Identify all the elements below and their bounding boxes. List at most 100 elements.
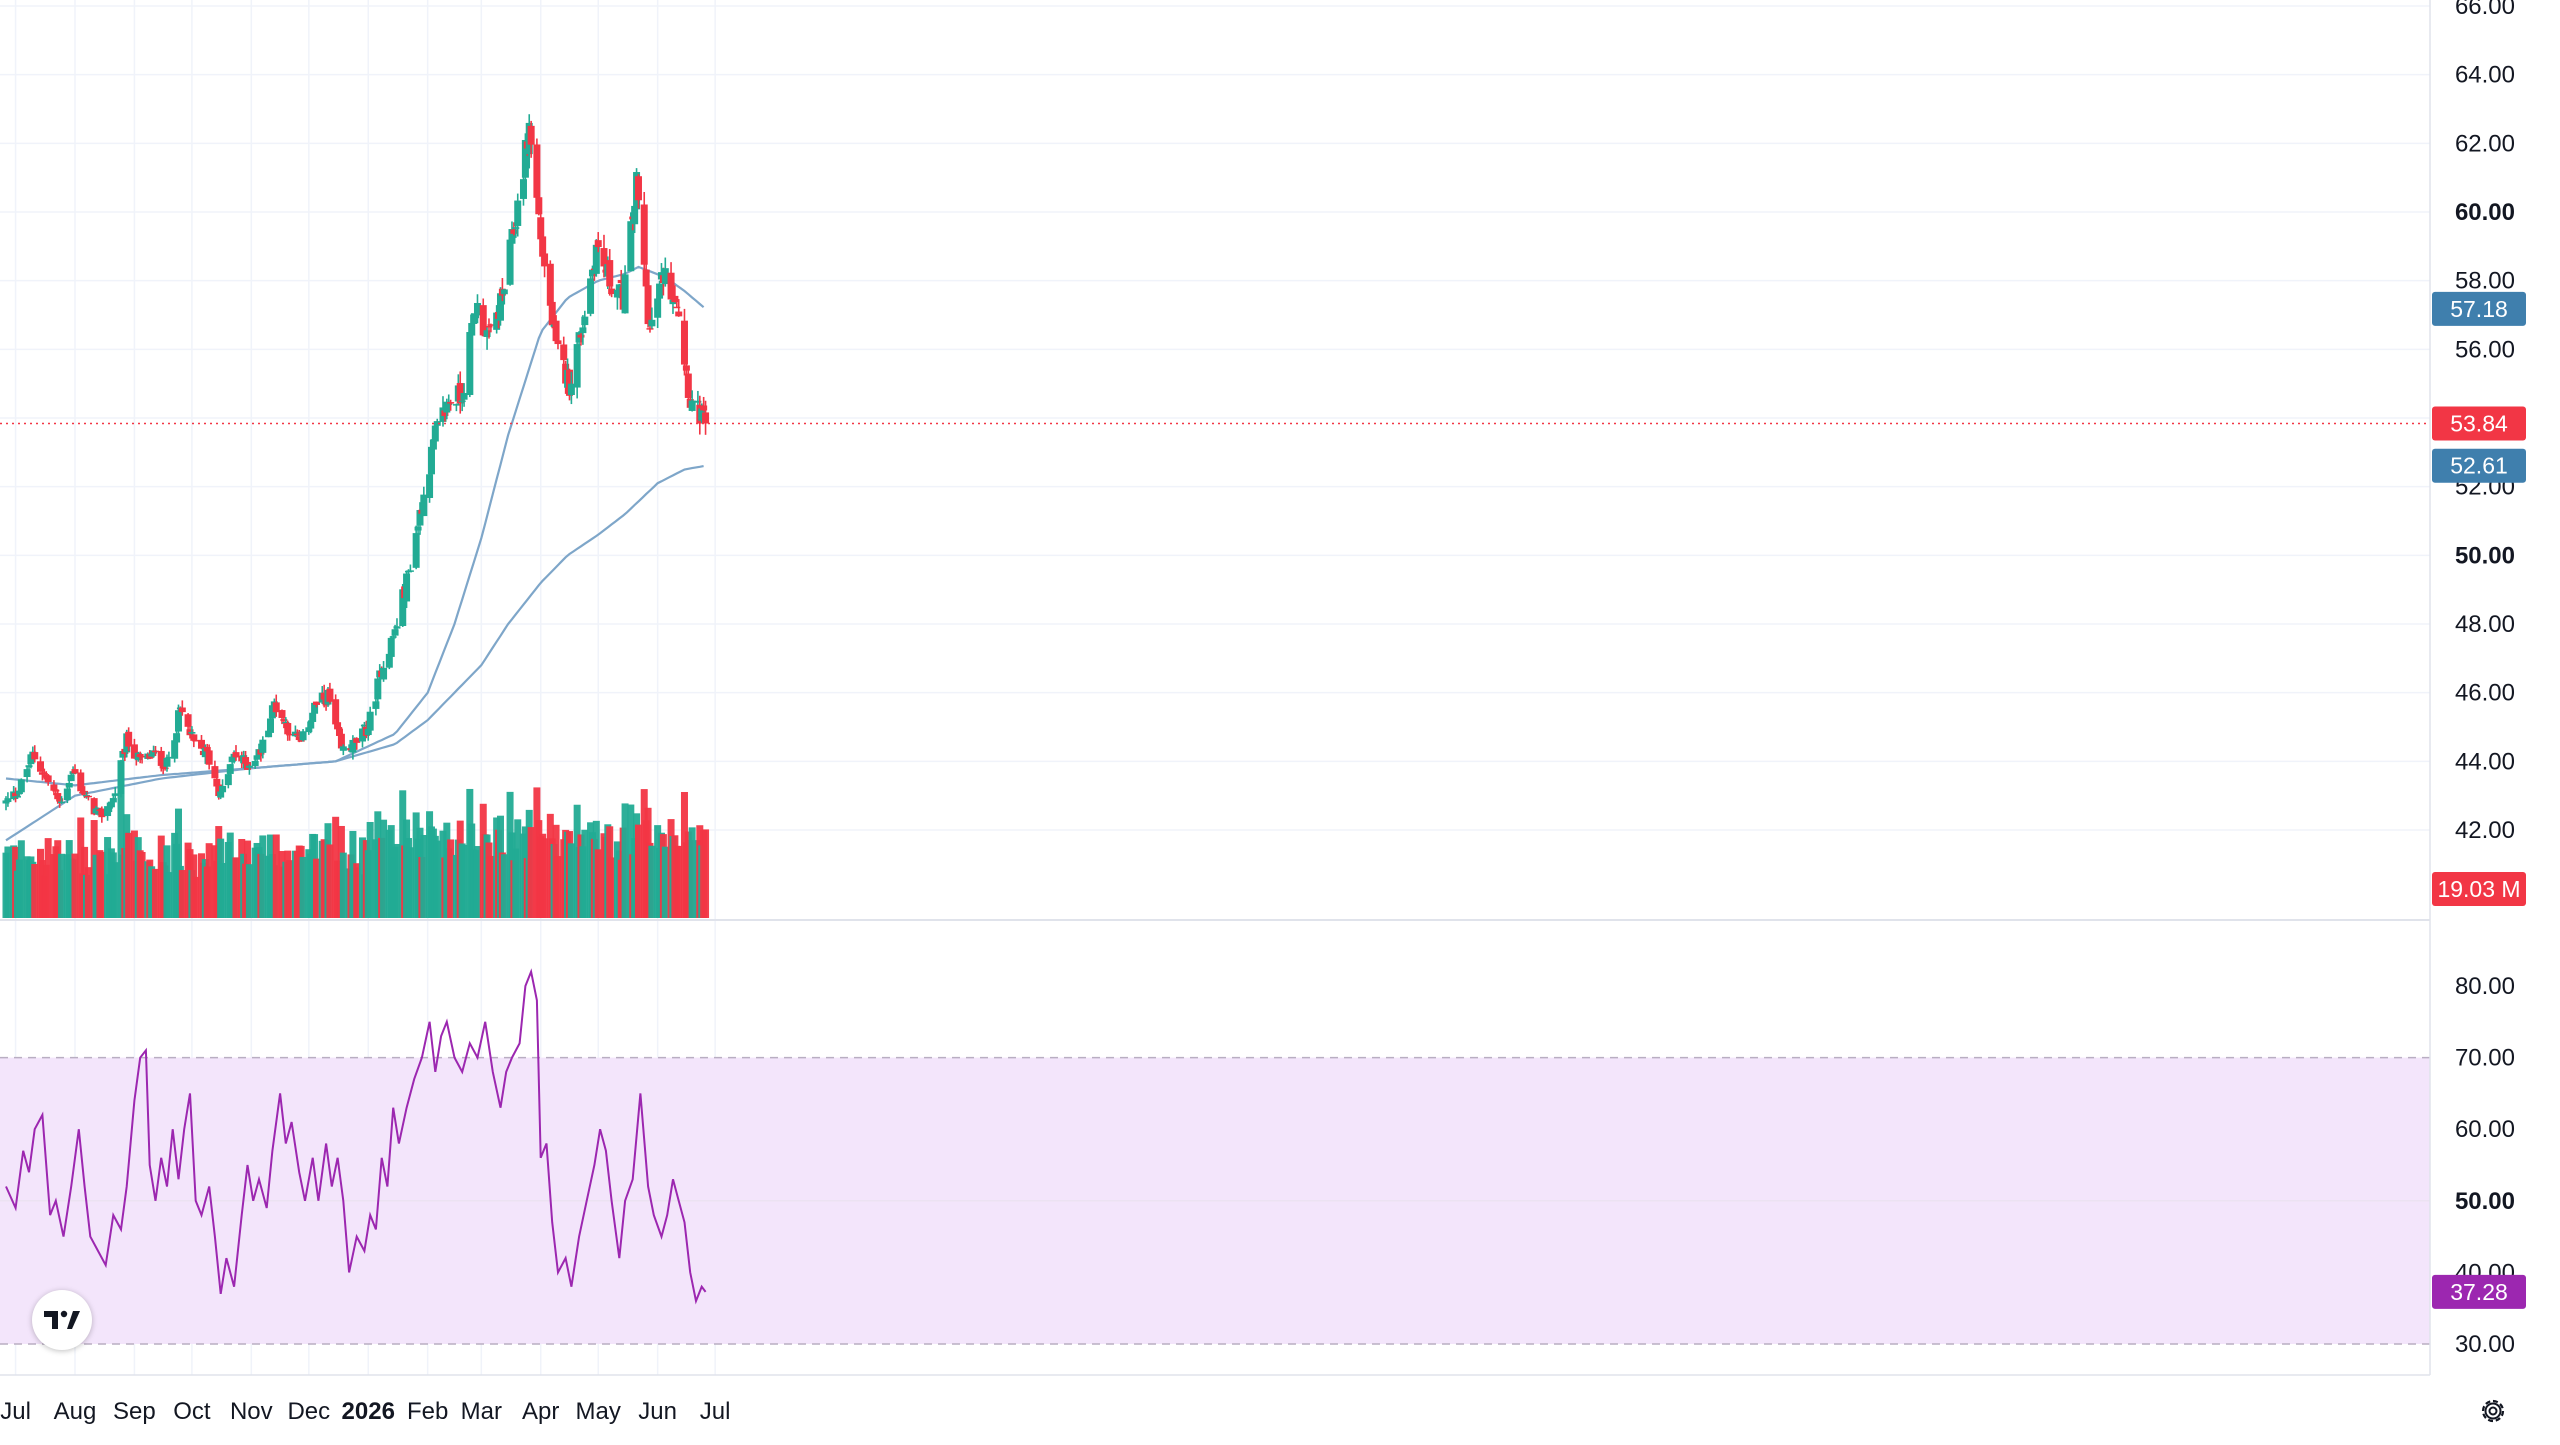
- volume-bar: [138, 851, 146, 918]
- volume-bar: [98, 851, 106, 918]
- volume-bar: [219, 862, 227, 918]
- candle-body: [613, 289, 621, 298]
- candle-body: [667, 272, 675, 300]
- candle-body: [506, 239, 514, 285]
- candle-body: [519, 179, 527, 199]
- candle-body: [278, 710, 286, 718]
- candle-body: [472, 313, 480, 319]
- volume-bar: [111, 862, 119, 918]
- candle-body: [508, 229, 516, 244]
- volume-bar: [366, 821, 374, 918]
- candle-body: [537, 217, 545, 240]
- candle-body: [104, 806, 112, 817]
- time-axis[interactable]: Jul Aug Sep Oct Nov Dec 2026 Feb Mar Apr May Jun Jul: [0, 1398, 730, 1425]
- time-tick-label: Aug: [54, 1398, 97, 1425]
- price-value-label: 53.84: [2432, 406, 2526, 441]
- candle-body: [151, 750, 159, 753]
- candle-body: [12, 792, 20, 797]
- volume-bar: [84, 867, 92, 918]
- candle-body: [621, 274, 629, 314]
- rsi-tick-label: 60.00: [2455, 1116, 2515, 1143]
- candle-body: [466, 332, 474, 395]
- time-tick-label: Jul: [700, 1398, 731, 1425]
- candle-body: [496, 293, 504, 321]
- price-tick-label: 46.00: [2455, 680, 2515, 707]
- volume-bar: [31, 864, 39, 918]
- candle-body: [232, 752, 240, 758]
- candle-body: [554, 340, 562, 345]
- settings-gear-icon[interactable]: [2476, 1394, 2510, 1428]
- time-tick-label: Nov: [230, 1398, 273, 1425]
- candle-body: [31, 752, 39, 760]
- candle-body: [117, 760, 125, 795]
- volume-bar: [77, 817, 85, 918]
- volume-bar: [192, 876, 200, 918]
- candle-body: [163, 757, 171, 767]
- volume-bar: [299, 856, 307, 918]
- candle-body: [416, 510, 424, 526]
- tradingview-logo-icon[interactable]: [32, 1290, 92, 1350]
- candle-body: [54, 793, 62, 800]
- volume-bar: [554, 856, 562, 918]
- candle-body: [514, 200, 522, 226]
- candle-body: [427, 446, 435, 475]
- axis-value-labels: 57.18 53.84 52.61 19.03 M 37.28: [2432, 291, 2526, 1309]
- candle-body: [353, 738, 361, 743]
- volume-bar: [675, 845, 683, 918]
- candle-body: [380, 667, 388, 680]
- candle-body: [579, 327, 587, 334]
- volume-bar: [44, 838, 52, 918]
- candle-body: [312, 701, 320, 705]
- volume-bar: [500, 854, 508, 918]
- candle-body: [458, 400, 466, 403]
- candle-body: [174, 710, 182, 732]
- candle-body: [527, 125, 535, 145]
- volume-bar: [661, 846, 669, 918]
- time-tick-label: Jun: [638, 1398, 677, 1425]
- candle-body: [433, 421, 441, 426]
- candle-body: [272, 702, 280, 713]
- volume-bar: [608, 857, 616, 918]
- rsi-tick-label: 80.00: [2455, 973, 2515, 1000]
- volume-bar: [581, 829, 589, 918]
- candle-body: [13, 796, 21, 798]
- price-value-label-text: 57.18: [2450, 296, 2508, 322]
- candle-body: [640, 204, 648, 265]
- volume-bar: [232, 857, 240, 918]
- volume-bar: [460, 844, 468, 918]
- candle-body: [130, 744, 138, 759]
- price-value-label-bg: [2432, 406, 2526, 441]
- volume-bar: [71, 853, 79, 918]
- candle-body: [15, 790, 23, 794]
- candle-body: [533, 144, 541, 198]
- candle-body: [337, 733, 345, 749]
- candle-body: [253, 755, 261, 760]
- candle-body: [213, 778, 221, 787]
- candle-body: [521, 139, 529, 178]
- candle-body: [305, 727, 313, 733]
- volume-bar: [353, 863, 361, 918]
- time-tick-label: Dec: [287, 1398, 330, 1425]
- volume-bar: [473, 846, 481, 918]
- volume-bar: [259, 835, 267, 918]
- candle-body: [190, 734, 198, 741]
- candle-body: [487, 324, 495, 326]
- candle-body: [58, 801, 66, 804]
- candle-body: [374, 678, 382, 700]
- candle-body: [284, 723, 292, 735]
- candle-body: [688, 400, 696, 411]
- volume-bar: [326, 844, 334, 918]
- volume-bar: [594, 849, 602, 918]
- volume-bar: [688, 827, 696, 918]
- candle-body: [82, 795, 90, 797]
- candle-body: [136, 753, 144, 757]
- price-tick-label: 50.00: [2455, 542, 2515, 569]
- candle-body: [654, 298, 662, 318]
- candle-body: [92, 808, 100, 814]
- candle-body: [165, 756, 173, 759]
- candle-body: [201, 747, 209, 758]
- candle-body: [627, 221, 635, 272]
- price-value-label-bg: [2432, 448, 2526, 483]
